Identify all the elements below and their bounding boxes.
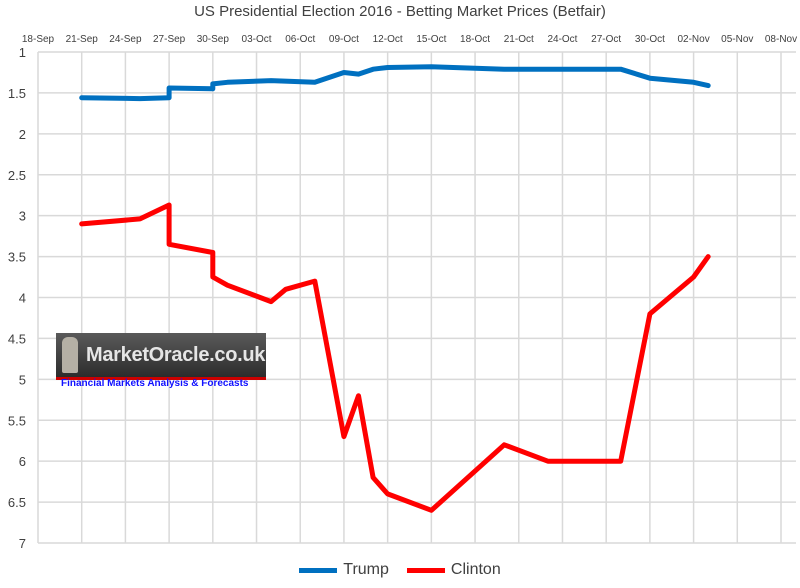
- x-tick-label: 21-Oct: [504, 34, 534, 45]
- x-tick-label: 03-Oct: [242, 34, 272, 45]
- marketoracle-logo: MarketOracle.co.uk: [56, 333, 266, 380]
- x-tick-label: 05-Nov: [721, 34, 753, 45]
- y-tick-label: 2.5: [8, 168, 26, 183]
- legend-label-trump: Trump: [343, 561, 389, 578]
- x-tick-label: 30-Oct: [635, 34, 665, 45]
- y-tick-label: 7: [19, 536, 26, 551]
- logo-text: MarketOracle.co.uk: [86, 344, 266, 366]
- legend-swatch-clinton: [406, 567, 445, 573]
- y-tick-label: 1.5: [8, 86, 26, 101]
- y-tick-label: 6.5: [8, 495, 26, 510]
- y-tick-label: 5: [19, 372, 26, 387]
- statue-icon: [62, 337, 78, 373]
- y-tick-label: 5.5: [8, 413, 26, 428]
- y-tick-label: 4.5: [8, 331, 26, 346]
- x-tick-label: 15-Oct: [416, 34, 446, 45]
- legend: Trump Clinton: [0, 561, 800, 579]
- legend-item-clinton: Clinton: [406, 561, 501, 579]
- series-line-trump: [79, 64, 711, 102]
- y-tick-label: 2: [19, 127, 26, 142]
- chart-title: US Presidential Election 2016 - Betting …: [194, 3, 606, 20]
- x-tick-label: 09-Oct: [329, 34, 359, 45]
- x-tick-label: 27-Oct: [591, 34, 621, 45]
- y-tick-label: 4: [19, 291, 26, 306]
- x-tick-label: 18-Sep: [22, 34, 55, 45]
- x-tick-label: 12-Oct: [373, 34, 403, 45]
- y-tick-label: 3: [19, 209, 26, 224]
- x-tick-label: 24-Sep: [109, 34, 142, 45]
- logo-tagline: Financial Markets Analysis & Forecasts: [61, 378, 249, 389]
- x-tick-label: 06-Oct: [285, 34, 315, 45]
- y-tick-label: 6: [19, 454, 26, 469]
- legend-item-trump: Trump: [299, 561, 389, 579]
- y-tick-label: 1: [19, 45, 26, 60]
- x-tick-label: 21-Sep: [66, 34, 99, 45]
- x-tick-label: 27-Sep: [153, 34, 186, 45]
- x-tick-label: 24-Oct: [547, 34, 577, 45]
- x-tick-label: 18-Oct: [460, 34, 490, 45]
- x-tick-label: 30-Sep: [197, 34, 230, 45]
- x-tick-label: 02-Nov: [677, 34, 709, 45]
- legend-swatch-trump: [299, 567, 338, 573]
- legend-label-clinton: Clinton: [450, 561, 501, 578]
- x-tick-label: 08-Nov: [765, 34, 797, 45]
- y-tick-label: 3.5: [8, 250, 26, 265]
